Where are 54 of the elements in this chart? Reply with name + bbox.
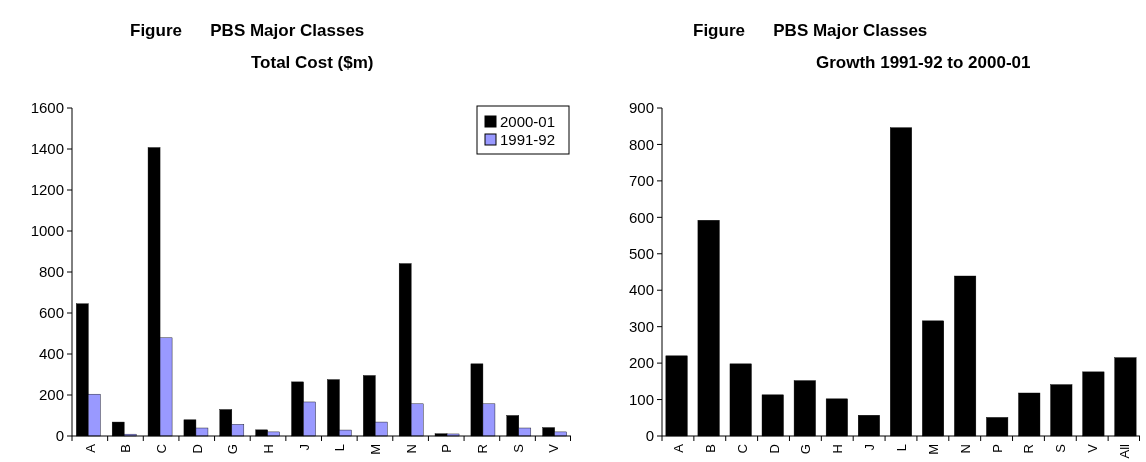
x-tick-label: C <box>734 444 750 454</box>
y-tick-label: 800 <box>628 135 654 153</box>
x-tick-label: G <box>798 444 814 455</box>
legend-label: 2000-01 <box>500 113 556 131</box>
x-tick-label: All <box>1117 443 1133 459</box>
x-tick-label: J <box>862 444 878 451</box>
x-tick-label: P <box>439 444 455 453</box>
x-tick-label: B <box>118 444 134 453</box>
x-tick-label: J <box>296 444 312 451</box>
y-tick-label: 900 <box>628 99 654 117</box>
y-tick-label: 200 <box>38 386 64 404</box>
x-tick-label: B <box>702 444 718 453</box>
x-tick-label: A <box>670 443 686 453</box>
x-tick-label: N <box>957 444 973 454</box>
x-tick-label: S <box>510 443 526 453</box>
x-tick-label: R <box>1021 444 1037 454</box>
x-tick-label: H <box>261 444 277 454</box>
y-tick-label: 300 <box>628 317 654 335</box>
x-tick-label: A <box>82 443 98 453</box>
y-tick-label: 600 <box>38 304 64 322</box>
y-tick-label: 700 <box>628 172 654 190</box>
y-tick-label: 500 <box>628 245 654 263</box>
chart-title: Figure PBS Major Classes <box>130 21 365 40</box>
y-tick-label: 1400 <box>30 140 64 158</box>
y-tick-label: 200 <box>628 354 654 372</box>
chart-title: Figure PBS Major Classes <box>693 21 928 40</box>
x-tick-label: C <box>154 444 170 454</box>
y-tick-label: 400 <box>38 345 64 363</box>
y-tick-label: 800 <box>38 263 64 281</box>
x-tick-label: V <box>546 443 562 453</box>
y-tick-label: 400 <box>628 281 654 299</box>
x-tick-label: G <box>225 444 241 455</box>
chart-subtitle: Total Cost ($m) <box>251 53 374 72</box>
x-tick-label: P <box>989 444 1005 453</box>
x-tick-label: H <box>830 444 846 454</box>
x-tick-label: S <box>1053 443 1069 453</box>
y-tick-label: 100 <box>628 390 654 408</box>
y-tick-label: 1200 <box>30 181 64 199</box>
y-tick-label: 0 <box>55 427 64 445</box>
y-tick-label: 600 <box>628 208 654 226</box>
x-tick-label: D <box>189 444 205 454</box>
x-tick-label: L <box>894 444 909 452</box>
y-tick-label: 1600 <box>30 99 64 117</box>
x-tick-label: L <box>332 444 348 452</box>
y-tick-label: 0 <box>645 427 654 445</box>
y-tick-label: 1000 <box>30 222 64 240</box>
chart-subtitle: Growth 1991-92 to 2000-01 <box>816 53 1031 72</box>
x-tick-label: M <box>367 444 383 455</box>
x-tick-label: R <box>474 444 490 454</box>
x-tick-label: D <box>766 444 782 454</box>
x-tick-label: V <box>1085 443 1101 453</box>
legend-label: 1991-92 <box>500 131 556 149</box>
x-tick-label: N <box>403 444 419 454</box>
x-tick-label: M <box>925 444 941 455</box>
